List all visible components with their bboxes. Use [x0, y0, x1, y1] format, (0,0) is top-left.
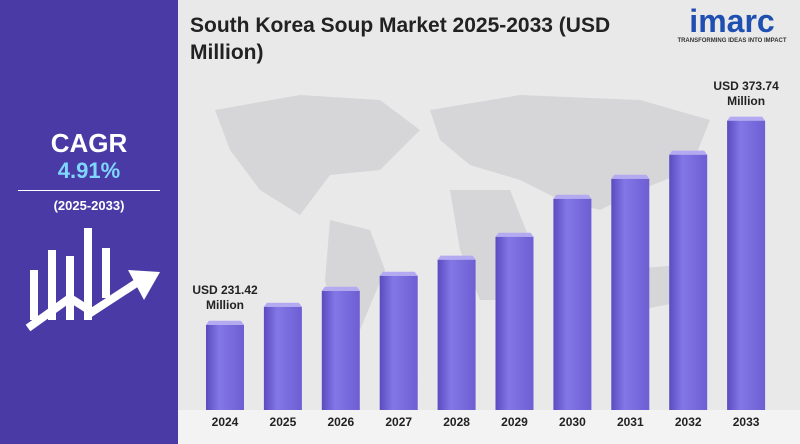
- bar: [263, 306, 302, 410]
- cagr-panel: CAGR 4.91% (2025-2033): [0, 0, 178, 444]
- logo-tagline: TRANSFORMING IDEAS INTO IMPACT: [677, 38, 787, 44]
- bar: [379, 275, 418, 410]
- x-tick-label: 2032: [675, 415, 702, 429]
- value-label: USD 231.42 Million: [192, 282, 258, 312]
- bar: [206, 324, 244, 410]
- bar: [437, 259, 476, 410]
- bar-cap: [727, 116, 766, 121]
- bar-cap: [321, 286, 360, 291]
- logo: imarc TRANSFORMING IDEAS INTO IMPACT: [668, 4, 796, 44]
- bar-cap: [206, 320, 244, 325]
- bar-cap: [263, 302, 302, 307]
- cagr-value: 4.91%: [57, 158, 121, 183]
- bar-cap: [437, 255, 476, 260]
- bar-cap: [611, 174, 650, 179]
- x-tick-label: 2027: [385, 415, 412, 429]
- bar: [495, 236, 534, 410]
- cagr-label: CAGR: [50, 128, 128, 158]
- bar: [669, 154, 708, 410]
- value-label: USD 373.74 Million: [713, 78, 779, 108]
- bar-cap: [495, 232, 534, 237]
- x-tick-label: 2025: [270, 415, 297, 429]
- bar-cap: [553, 194, 592, 199]
- x-tick-label: 2031: [617, 415, 644, 429]
- cagr-period: (2025-2033): [53, 198, 125, 213]
- growth-icon: [25, 228, 160, 332]
- bar: [727, 120, 766, 411]
- bar: [321, 290, 360, 410]
- bar-cap: [669, 150, 708, 155]
- x-tick-label: 2033: [733, 415, 760, 429]
- chart-title: South Korea Soup Market 2025-2033 (USD M…: [190, 14, 611, 64]
- x-tick-label: 2024: [212, 415, 239, 429]
- bar: [611, 178, 650, 410]
- logo-name: imarc: [689, 3, 775, 39]
- x-tick-label: 2026: [327, 415, 354, 429]
- x-tick-label: 2028: [443, 415, 470, 429]
- x-tick-label: 2029: [501, 415, 528, 429]
- x-axis-band: [178, 410, 800, 444]
- x-tick-label: 2030: [559, 415, 586, 429]
- divider: [18, 190, 160, 191]
- bar: [553, 198, 592, 410]
- bar-cap: [379, 271, 418, 276]
